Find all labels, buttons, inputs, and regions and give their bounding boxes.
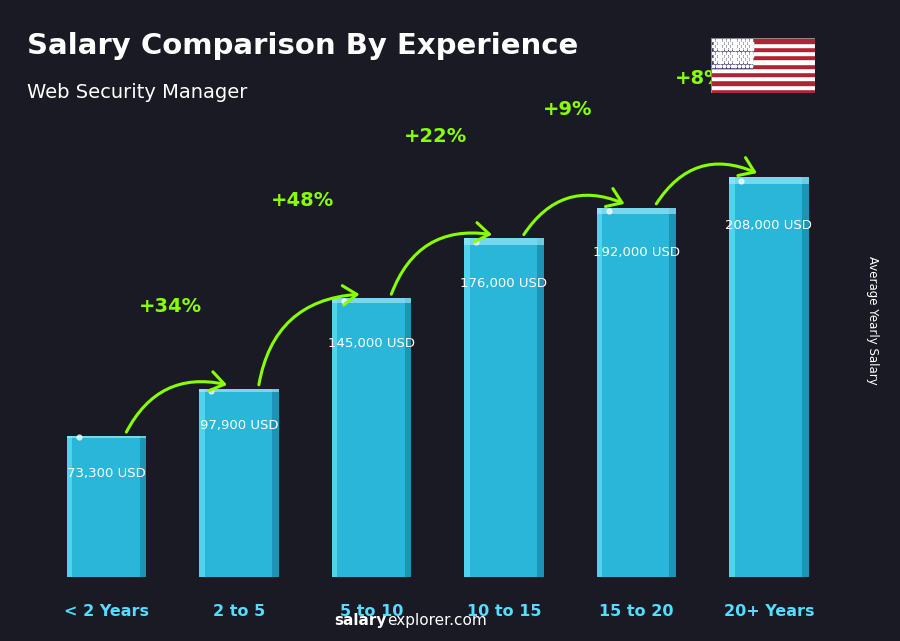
Text: explorer.com: explorer.com (387, 613, 487, 628)
Bar (332, 298, 411, 303)
Bar (404, 298, 411, 577)
Bar (67, 436, 72, 577)
Text: 2 to 5: 2 to 5 (212, 604, 266, 619)
Bar (711, 72, 814, 76)
Text: 73,300 USD: 73,300 USD (68, 467, 146, 479)
Text: Salary Comparison By Experience: Salary Comparison By Experience (27, 32, 578, 60)
Bar (711, 38, 814, 43)
Bar (711, 68, 814, 72)
Text: 145,000 USD: 145,000 USD (328, 337, 415, 349)
Bar (272, 388, 279, 577)
Text: 208,000 USD: 208,000 USD (725, 219, 813, 232)
Bar (140, 436, 146, 577)
Text: < 2 Years: < 2 Years (64, 604, 149, 619)
Bar (464, 238, 544, 577)
Bar (199, 388, 205, 577)
Bar (729, 177, 734, 577)
Text: 20+ Years: 20+ Years (724, 604, 814, 619)
Bar (199, 388, 279, 392)
Bar (332, 298, 338, 577)
Bar (729, 177, 808, 184)
Text: +8%: +8% (675, 69, 724, 88)
Bar (711, 76, 814, 80)
Text: 192,000 USD: 192,000 USD (593, 246, 680, 259)
Bar (670, 208, 676, 577)
Text: 15 to 20: 15 to 20 (599, 604, 674, 619)
FancyArrowPatch shape (259, 286, 357, 385)
Bar (711, 47, 814, 51)
Text: Average Yearly Salary: Average Yearly Salary (867, 256, 879, 385)
FancyArrowPatch shape (656, 158, 754, 204)
Bar (537, 238, 544, 577)
Text: salary: salary (335, 613, 387, 628)
Bar (711, 60, 814, 63)
Text: 176,000 USD: 176,000 USD (461, 277, 547, 290)
Text: Web Security Manager: Web Security Manager (27, 83, 248, 103)
Bar (729, 177, 808, 577)
Text: +34%: +34% (139, 297, 202, 315)
Bar (332, 298, 411, 577)
Text: +48%: +48% (271, 190, 334, 210)
Bar (597, 208, 676, 214)
Bar (802, 177, 808, 577)
Text: 10 to 15: 10 to 15 (467, 604, 541, 619)
FancyArrowPatch shape (524, 188, 622, 235)
Bar (711, 80, 814, 85)
Bar (67, 436, 146, 577)
FancyArrowPatch shape (126, 372, 224, 432)
Bar (711, 63, 814, 68)
Bar (711, 43, 814, 47)
FancyArrowPatch shape (392, 222, 490, 294)
Bar (597, 208, 676, 577)
Bar (711, 55, 814, 60)
Text: 97,900 USD: 97,900 USD (200, 419, 278, 433)
Bar (711, 85, 814, 88)
Bar (464, 238, 470, 577)
Bar (67, 436, 146, 438)
Bar (199, 388, 279, 577)
Bar (464, 238, 544, 245)
Text: 5 to 10: 5 to 10 (340, 604, 403, 619)
Bar (711, 88, 814, 93)
Bar (711, 38, 752, 68)
Bar (597, 208, 602, 577)
Text: +22%: +22% (403, 127, 467, 146)
Text: +9%: +9% (543, 100, 592, 119)
Bar (711, 51, 814, 55)
